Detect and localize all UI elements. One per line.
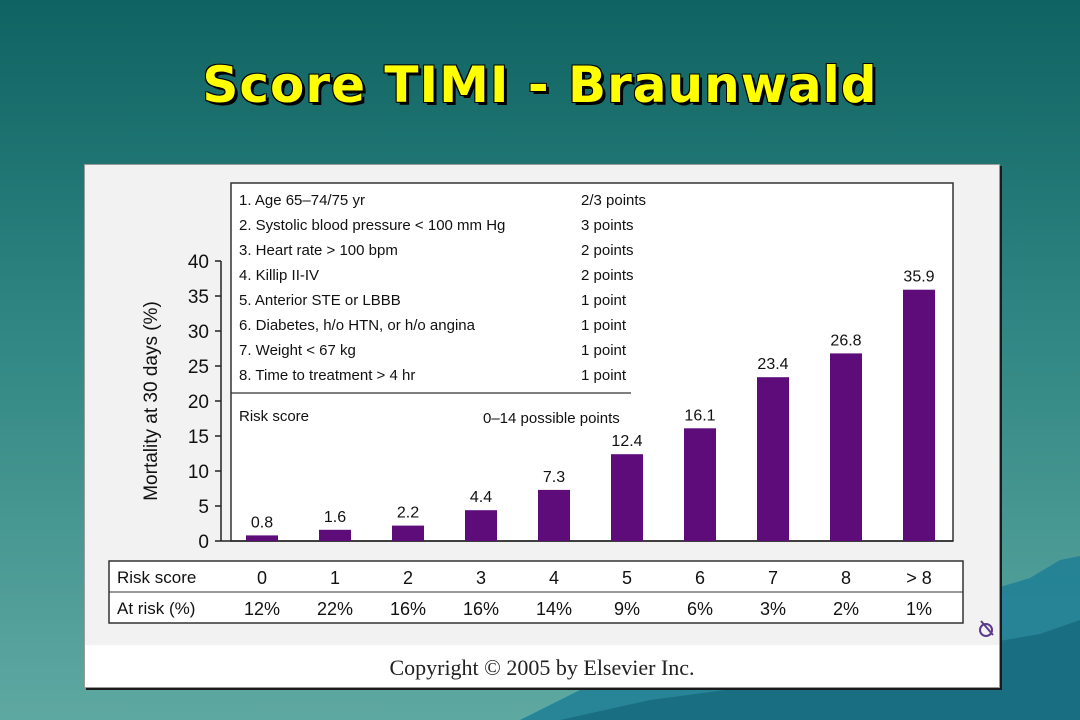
risk-score-cell: 0 [257,568,267,588]
y-tick-label: 20 [188,392,209,413]
at-risk-cell: 16% [463,599,499,619]
bar-value-label: 26.8 [830,332,861,349]
risk-score-cell: 8 [841,568,851,588]
bar-value-label: 35.9 [903,269,934,286]
risk-score-cell: 7 [768,568,778,588]
bar-value-label: 0.8 [251,514,273,531]
y-tick-label: 25 [188,357,209,378]
risk-table-cells: 0 12% 1 22% 2 16% 3 16% 4 14% 5 9% 6 6% 7 3% 8 2% > 8 1% [244,568,932,619]
criterion-label: 1. Age 65–74/75 yr [239,192,365,209]
criterion-label: 7. Weight < 67 kg [239,342,356,359]
bar [465,510,497,541]
at-risk-cell: 12% [244,599,280,619]
criterion-label: 8. Time to treatment > 4 hr [239,367,415,384]
at-risk-cell: 14% [536,599,572,619]
bar [830,353,862,541]
criterion-points: 1 point [581,367,627,384]
bar-value-label: 2.2 [397,505,419,522]
risk-score-box-label: Risk score [239,408,309,425]
at-risk-cell: 16% [390,599,426,619]
bar-value-label: 4.4 [470,489,492,506]
bar [611,454,643,541]
at-risk-cell: 6% [687,599,713,619]
y-tick-label: 5 [198,497,209,518]
bar-labels-group: 0.8 1.6 2.2 4.4 7.3 12.4 16.1 23.4 26.8 35.9 [251,269,935,532]
risk-score-cell: 2 [403,568,413,588]
criterion-label: 2. Systolic blood pressure < 100 mm Hg [239,217,505,234]
chart-panel: 1. Age 65–74/75 yr 2/3 points 2. Systolic … [85,165,999,645]
y-tick-label: 15 [188,427,209,448]
y-axis-ticks: 0 5 10 15 20 25 30 35 40 [188,252,221,553]
at-risk-cell: 1% [906,599,932,619]
y-tick-label: 40 [188,252,209,273]
bars-group [246,289,935,541]
risk-score-cell: > 8 [906,568,932,588]
criterion-label: 3. Heart rate > 100 bpm [239,242,398,259]
criterion-points: 1 point [581,292,627,309]
mortality-bar-chart: 1. Age 65–74/75 yr 2/3 points 2. Systolic … [108,182,994,637]
criterion-points: 2 points [581,242,634,259]
bar [757,377,789,541]
bar [319,529,351,541]
risk-table-row2-label: At risk (%) [117,599,195,618]
bar [538,489,570,541]
bar [903,289,935,541]
figure-frame: 1. Age 65–74/75 yr 2/3 points 2. Systolic … [84,164,1000,688]
bar [684,428,716,541]
publisher-logo-icon [979,620,994,637]
y-tick-label: 10 [188,462,209,483]
risk-score-cell: 5 [622,568,632,588]
risk-table-row1-label: Risk score [117,568,196,587]
slide-title: Score TIMI - Braunwald [202,56,878,114]
y-tick-label: 0 [198,532,209,553]
criterion-label: 6. Diabetes, h/o HTN, or h/o angina [239,317,476,334]
criterion-points: 1 point [581,342,627,359]
bar-value-label: 7.3 [543,469,565,486]
bar [246,535,278,541]
at-risk-cell: 2% [833,599,859,619]
risk-score-cell: 4 [549,568,559,588]
bar-value-label: 23.4 [757,356,788,373]
y-tick-label: 35 [188,287,209,308]
criterion-points: 3 points [581,217,634,234]
at-risk-cell: 22% [317,599,353,619]
copyright-notice: Copyright © 2005 by Elsevier Inc. [389,655,695,680]
bar-value-label: 1.6 [324,509,346,526]
y-tick-label: 30 [188,322,209,343]
criterion-points: 2 points [581,267,634,284]
y-axis-label: Mortality at 30 days (%) [141,301,162,501]
criterion-points: 2/3 points [581,192,646,209]
criteria-list: 1. Age 65–74/75 yr 2/3 points 2. Systolic … [239,192,646,384]
bar-value-label: 12.4 [611,433,642,450]
bar-value-label: 16.1 [684,407,715,424]
criterion-label: 5. Anterior STE or LBBB [239,292,401,309]
risk-score-cell: 6 [695,568,705,588]
risk-score-cell: 1 [330,568,340,588]
risk-score-cell: 3 [476,568,486,588]
bar [392,525,424,541]
at-risk-cell: 3% [760,599,786,619]
criterion-label: 4. Killip II-IV [239,267,319,284]
criterion-points: 1 point [581,317,627,334]
possible-points-label: 0–14 possible points [483,410,620,427]
at-risk-cell: 9% [614,599,640,619]
